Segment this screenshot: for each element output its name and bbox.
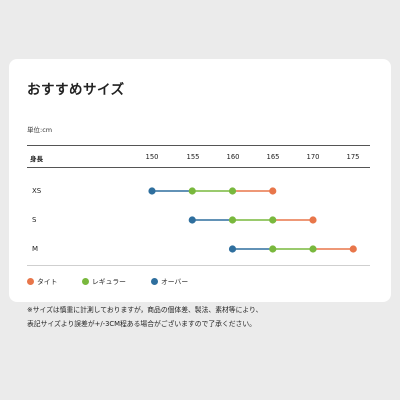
tight-point <box>309 216 317 224</box>
tick-label: 155 <box>186 153 200 161</box>
size-label-m: M <box>32 245 39 253</box>
table-top-rule <box>27 145 370 146</box>
over-point <box>148 187 156 195</box>
page-title: おすすめサイズ <box>27 82 125 98</box>
regular-dot-icon <box>82 277 89 285</box>
regular-point <box>269 245 277 253</box>
legend-tight-label: タイト <box>37 278 58 286</box>
tight-point <box>269 187 277 195</box>
tick-label: 165 <box>266 153 280 161</box>
table-header-rule <box>27 167 370 168</box>
regular-point <box>228 187 237 195</box>
tight-point <box>349 245 357 253</box>
tight-dot-icon <box>27 277 34 285</box>
tick-label: 175 <box>346 153 360 161</box>
over-dot-icon <box>151 277 158 285</box>
over-point <box>188 216 196 224</box>
regular-point <box>228 216 237 224</box>
size-label-xs: XS <box>32 187 42 195</box>
legend-regular-label: レギュラー <box>92 278 126 286</box>
size-note-line-1: ※サイズは慎重に計測しておりますが，商品の個体差、製法、素材等により、 <box>27 306 263 314</box>
legend-over: オーバー <box>151 276 188 286</box>
size-note-line-2: 表記サイズより誤差が+/-3CM程ある場合がございますので了承ください。 <box>27 320 256 328</box>
over-point <box>228 245 237 253</box>
size-label-s: S <box>32 216 37 224</box>
legend-over-label: オーバー <box>161 278 189 286</box>
tick-label: 170 <box>306 153 320 161</box>
height-header-label: 身長 <box>30 155 43 163</box>
regular-point <box>309 245 317 253</box>
regular-point <box>269 216 277 224</box>
unit-label: 単位:cm <box>27 126 53 134</box>
regular-point <box>188 187 196 195</box>
recommended-size-card <box>9 59 391 302</box>
table-bottom-rule <box>27 265 370 266</box>
legend-tight: タイト <box>27 276 57 286</box>
tick-label: 160 <box>226 153 240 161</box>
tick-label: 150 <box>145 153 159 161</box>
legend-regular: レギュラー <box>82 276 126 286</box>
